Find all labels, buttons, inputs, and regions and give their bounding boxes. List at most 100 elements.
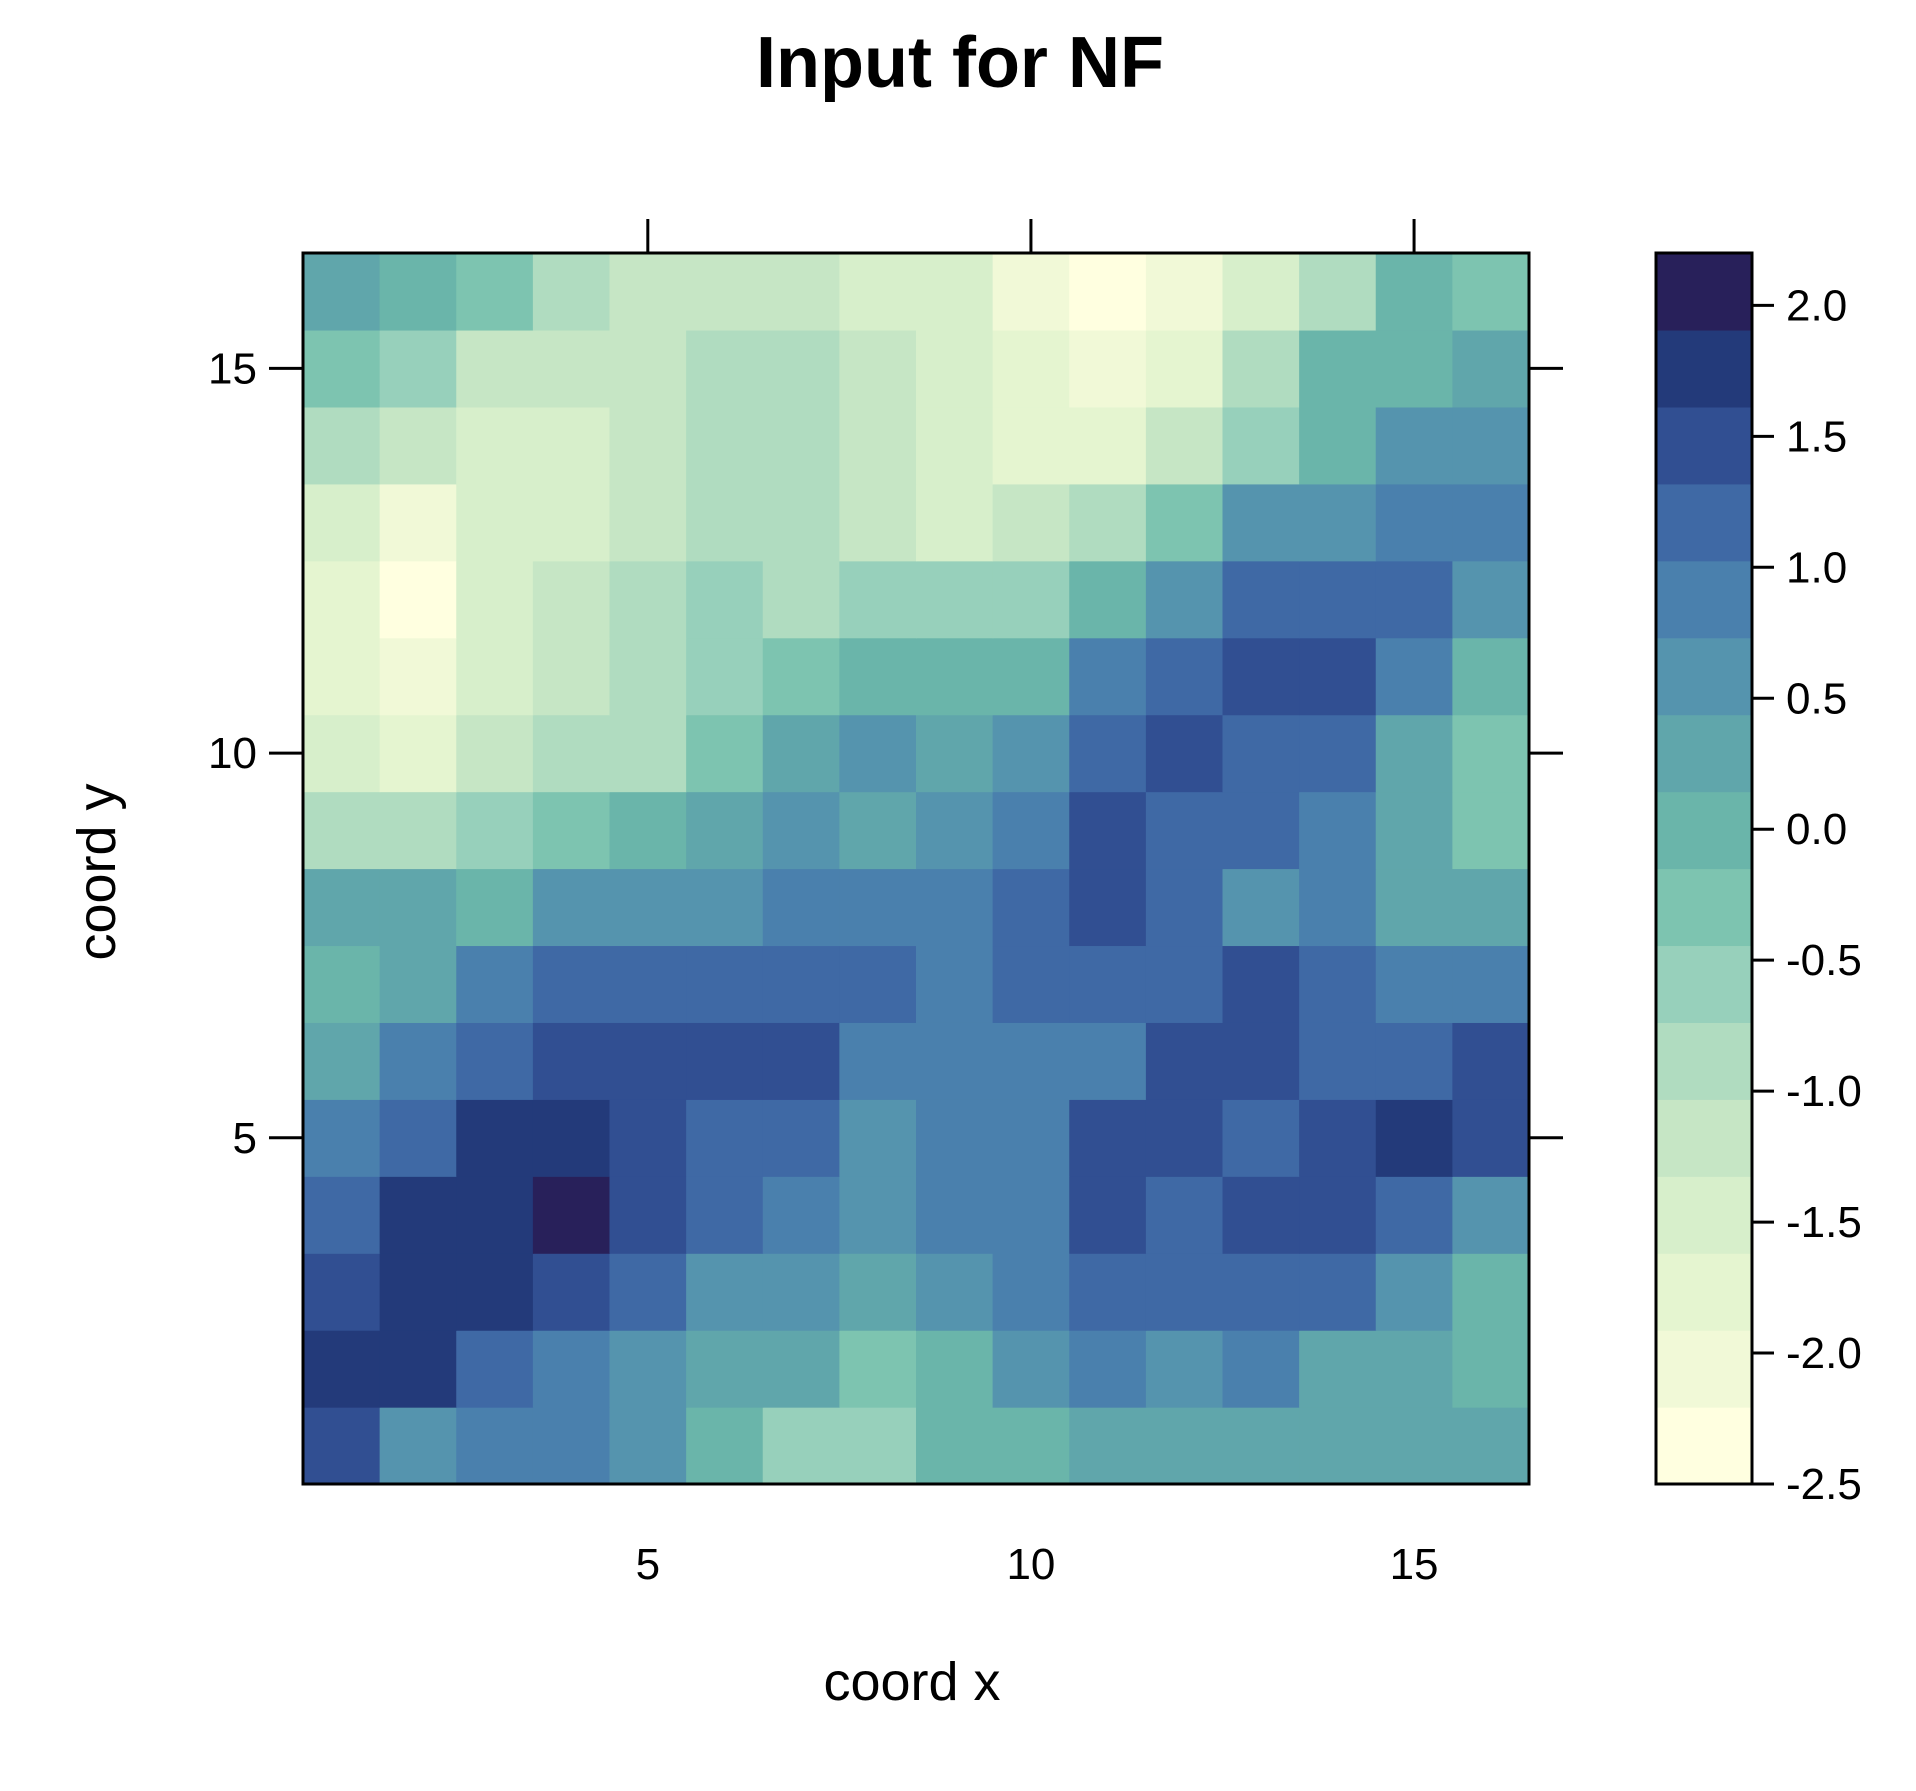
heatmap-cell bbox=[1375, 868, 1453, 947]
heatmap-cell bbox=[456, 1253, 534, 1331]
heatmap-cell bbox=[992, 406, 1070, 485]
heatmap-cell bbox=[1452, 714, 1530, 793]
heatmap-cell bbox=[1145, 945, 1224, 1023]
heatmap-cell bbox=[1222, 253, 1300, 331]
heatmap-cell bbox=[916, 1253, 994, 1331]
heatmap-cell bbox=[1222, 868, 1300, 947]
colorbar-frame bbox=[1654, 251, 1754, 1486]
heatmap-cell bbox=[303, 1176, 381, 1254]
colorbar-swatch bbox=[1656, 791, 1752, 870]
heatmap-cell bbox=[609, 1099, 687, 1177]
colorbar-tick-label: 0.5 bbox=[1786, 674, 1847, 723]
x-tick-label: 10 bbox=[1006, 1540, 1055, 1589]
heatmap-cell bbox=[686, 1407, 764, 1485]
heatmap-cell bbox=[1299, 714, 1377, 793]
heatmap-cell bbox=[686, 868, 764, 947]
heatmap-cell bbox=[916, 637, 994, 716]
heatmap-cell bbox=[379, 791, 457, 870]
heatmap-cell bbox=[303, 253, 381, 331]
heatmap-cell bbox=[303, 560, 381, 639]
heatmap-cell bbox=[1452, 560, 1530, 639]
heatmap-cell bbox=[609, 791, 687, 870]
heatmap-cell bbox=[1299, 637, 1377, 716]
heatmap-cell bbox=[1299, 868, 1377, 947]
colorbar-swatch bbox=[1656, 329, 1752, 408]
heatmap-cell bbox=[532, 1099, 611, 1177]
heatmap-cell bbox=[532, 945, 611, 1023]
heatmap-cell bbox=[379, 1176, 457, 1254]
heatmap-cell bbox=[1069, 1022, 1147, 1100]
colorbar-tick-label: -1.5 bbox=[1786, 1198, 1862, 1247]
heatmap-cell bbox=[1145, 791, 1224, 870]
heatmap-cell bbox=[916, 945, 994, 1023]
heatmap-cell bbox=[1299, 1022, 1377, 1100]
heatmap-cell bbox=[456, 253, 534, 331]
heatmap-cell bbox=[686, 1022, 764, 1100]
heatmap-cell bbox=[839, 483, 917, 562]
colorbar-swatch bbox=[1656, 483, 1752, 562]
heatmap-cell bbox=[609, 1253, 687, 1331]
heatmap-cell bbox=[839, 253, 917, 331]
colorbar-swatch bbox=[1656, 1022, 1752, 1100]
colorbar-tick-label: 1.0 bbox=[1786, 543, 1847, 592]
heatmap-cell bbox=[1375, 1330, 1453, 1408]
heatmap-cell bbox=[1375, 637, 1453, 716]
heatmap-cell bbox=[303, 945, 381, 1023]
heatmap-cell bbox=[379, 329, 457, 408]
heatmap-cell bbox=[1145, 329, 1224, 408]
heatmap-cell bbox=[839, 1099, 917, 1177]
heatmap-cell bbox=[839, 637, 917, 716]
heatmap-cell bbox=[456, 1407, 534, 1485]
y-tick-label: 10 bbox=[208, 729, 257, 778]
heatmap-cell bbox=[303, 1253, 381, 1331]
heatmap-cell bbox=[686, 1099, 764, 1177]
heatmap-cell bbox=[839, 1407, 917, 1485]
heatmap-cell bbox=[1222, 791, 1300, 870]
heatmap-cell bbox=[992, 1176, 1070, 1254]
heatmap-cell bbox=[992, 1253, 1070, 1331]
heatmap-cell bbox=[1069, 483, 1147, 562]
x-axis-ticks: 5 10 15 bbox=[636, 219, 1439, 1589]
heatmap-cell bbox=[762, 483, 840, 562]
heatmap-cell bbox=[1069, 329, 1147, 408]
heatmap-cell bbox=[839, 1330, 917, 1408]
heatmap-cell bbox=[1299, 1176, 1377, 1254]
heatmap-cell bbox=[609, 483, 687, 562]
heatmap-cell bbox=[916, 868, 994, 947]
colorbar-swatch bbox=[1656, 1099, 1752, 1177]
heatmap-cell bbox=[1375, 1407, 1453, 1485]
heatmap-cell bbox=[762, 791, 840, 870]
heatmap-cell bbox=[992, 329, 1070, 408]
heatmap-cell bbox=[992, 1099, 1070, 1177]
heatmap-cell bbox=[1375, 714, 1453, 793]
heatmap-cell bbox=[1299, 1253, 1377, 1331]
heatmap-cell bbox=[303, 406, 381, 485]
heatmap-cell bbox=[762, 560, 840, 639]
colorbar-ticks: 2.0 1.5 1.0 0.5 0.0 -0.5 -1.0 -1.5 -2.0 -2.5 bbox=[1752, 281, 1862, 1509]
heatmap-cell bbox=[1069, 637, 1147, 716]
heatmap-cell bbox=[992, 483, 1070, 562]
colorbar-swatch bbox=[1656, 406, 1752, 485]
heatmap-cell bbox=[762, 637, 840, 716]
heatmap-cell bbox=[762, 1022, 840, 1100]
heatmap-cell bbox=[456, 1176, 534, 1254]
heatmap-cell bbox=[532, 406, 611, 485]
heatmap-cell bbox=[1222, 1099, 1300, 1177]
heatmap-cells bbox=[303, 253, 1530, 1485]
heatmap-cell bbox=[1222, 483, 1300, 562]
heatmap-cell bbox=[1069, 1253, 1147, 1331]
x-tick-label: 15 bbox=[1390, 1540, 1439, 1589]
heatmap-cell bbox=[532, 253, 611, 331]
heatmap-cell bbox=[456, 1330, 534, 1408]
heatmap-cell bbox=[1222, 1176, 1300, 1254]
heatmap-cell bbox=[532, 714, 611, 793]
heatmap-cell bbox=[1145, 253, 1224, 331]
heatmap-cell bbox=[1452, 1022, 1530, 1100]
heatmap-cell bbox=[762, 1407, 840, 1485]
heatmap-cell bbox=[456, 791, 534, 870]
colorbar-swatch bbox=[1656, 1407, 1752, 1485]
heatmap-cell bbox=[609, 637, 687, 716]
heatmap-cell bbox=[762, 253, 840, 331]
heatmap-cell bbox=[762, 1099, 840, 1177]
heatmap-cell bbox=[532, 791, 611, 870]
